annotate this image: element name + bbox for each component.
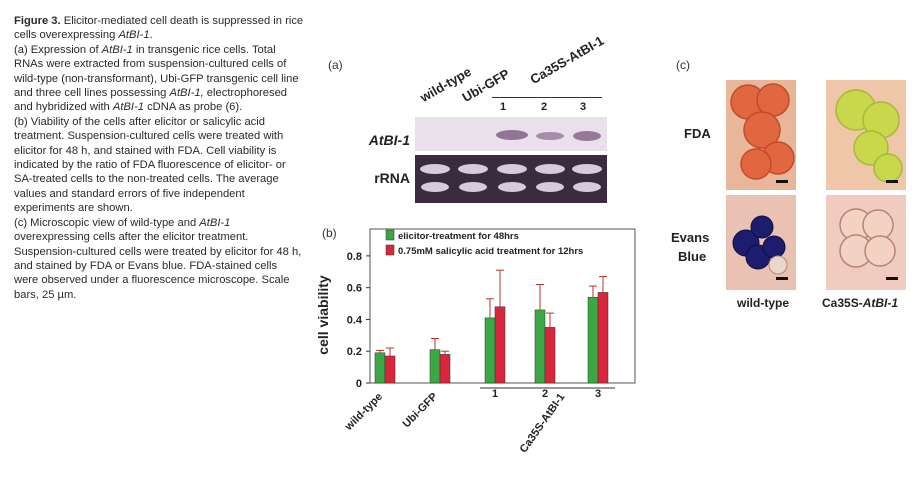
micro-evans-atbi1	[826, 195, 906, 290]
caption-title-gene: AtBI-1	[118, 29, 150, 42]
y-tick-label: 0.8	[347, 251, 362, 263]
rrna-bands	[420, 164, 602, 192]
legend-swatch	[385, 244, 395, 256]
caption-a-gene: AtBI-1	[101, 43, 133, 56]
col-ca35s: Ca35S-AtBI-1	[822, 296, 898, 310]
figure-label: Figure 3.	[14, 15, 61, 27]
row-evans: Evans	[671, 230, 710, 245]
group-label: Ca35S-AtBI-1	[518, 391, 568, 455]
blot-rrna-bg	[415, 155, 607, 203]
row-atbi1: AtBI-1	[368, 132, 410, 148]
caption-title: Figure 3. Elicitor-mediated cell death i…	[14, 14, 304, 43]
row-rrna: rRNA	[374, 170, 410, 186]
y-tick-label: 0.4	[347, 314, 363, 326]
bar	[494, 306, 506, 384]
y-axis-label: cell viability	[315, 275, 331, 355]
col-ca35s-prefix: Ca35S-	[822, 296, 863, 310]
lane-ca35s: Ca35S-AtBI-1	[527, 32, 607, 87]
caption-c: (c) Microscopic view of wild-type and At…	[14, 216, 304, 302]
panel-b-label: (b)	[322, 226, 337, 240]
col-ca35s-gene: AtBI-1	[862, 296, 899, 310]
x-tick-label: 1	[492, 388, 498, 400]
bar	[597, 292, 609, 384]
x-tick-label: wild-type	[342, 391, 385, 434]
micro-fda-wildtype	[726, 80, 796, 190]
micro-fda-atbi1	[826, 80, 906, 190]
caption-a-4: cDNA as probe (6).	[143, 101, 243, 114]
caption-a-gene3: AtBI-1	[112, 101, 144, 114]
caption-a-1: (a) Expression of	[14, 43, 102, 56]
bar	[544, 327, 556, 384]
caption-c-2: overexpressing cells after the elicitor …	[14, 231, 302, 301]
caption-a-gene2: AtBI-1,	[169, 87, 204, 100]
bar	[484, 317, 496, 384]
bar	[587, 296, 599, 384]
band-atbi1-1	[496, 130, 528, 140]
caption-a-3: electrophoresed and hybridized with	[14, 87, 288, 114]
bar	[429, 349, 441, 384]
sublane-2: 2	[541, 101, 548, 113]
y-tick-label: 0	[356, 378, 362, 390]
caption-c-1: (c) Microscopic view of wild-type and	[14, 216, 200, 229]
legend-label: 0.75mM salicylic acid treatment for 12hr…	[398, 246, 583, 257]
figure-caption: Figure 3. Elicitor-mediated cell death i…	[14, 14, 304, 302]
bar	[384, 355, 396, 384]
legend-swatch	[385, 229, 395, 241]
x-tick-label: 3	[595, 388, 601, 400]
bar	[439, 354, 451, 384]
band-atbi1-3	[573, 131, 601, 141]
row-blue: Blue	[678, 249, 707, 264]
lane-group-line	[492, 97, 602, 98]
bar	[534, 309, 546, 384]
viability-chart: 0 0.2 0.4 0.6 0.8 cell viability wild-type Ubi-…	[315, 228, 636, 455]
col-wild-type: wild-type	[737, 296, 790, 310]
sublane-3: 3	[580, 101, 587, 113]
caption-a-2: in transgenic rice cells. Total RNAs wer…	[14, 43, 299, 100]
northern-blot	[415, 117, 607, 203]
row-fda: FDA	[684, 126, 711, 141]
x-tick-label: 2	[542, 388, 548, 400]
caption-title-end: .	[149, 29, 153, 42]
panel-c-label: (c)	[676, 58, 690, 72]
bar	[374, 352, 386, 384]
x-tick-label: Ubi-GFP	[401, 391, 441, 431]
caption-c-gene: AtBI-1	[199, 216, 231, 229]
y-tick-label: 0.6	[347, 283, 362, 295]
y-tick-label: 0.2	[347, 346, 362, 358]
band-atbi1-2	[536, 132, 564, 140]
sublane-1: 1	[500, 101, 507, 113]
legend-label: elicitor-treatment for 48hrs	[398, 231, 519, 242]
caption-title-text: Elicitor-mediated cell death is suppress…	[14, 15, 304, 42]
caption-b: (b) Viability of the cells after elicito…	[14, 115, 286, 215]
micro-evans-wildtype	[726, 195, 796, 290]
panel-a-label: (a)	[328, 58, 343, 72]
caption-a: (a) Expression of AtBI-1 in transgenic r…	[14, 43, 304, 115]
